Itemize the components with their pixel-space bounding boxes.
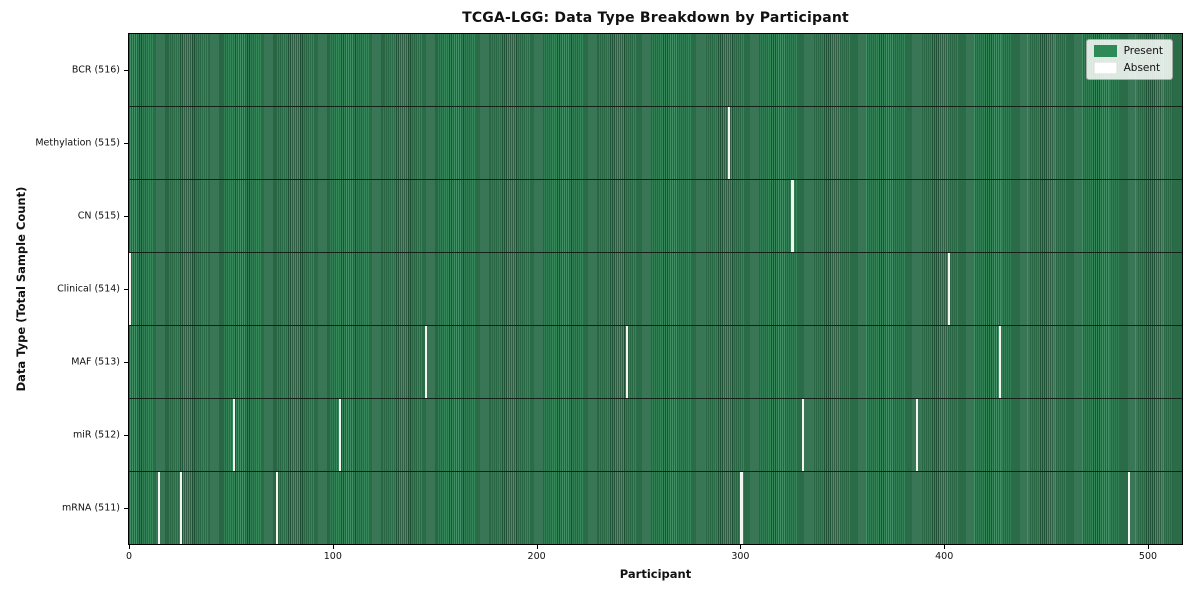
absent-marker [740, 472, 743, 544]
x-tick-mark [740, 545, 742, 549]
heatmap-rows [129, 34, 1182, 544]
y-tick-label-cn: CN (515) [77, 210, 120, 222]
heatmap-row-mrna [129, 471, 1182, 544]
y-tick-mark [124, 362, 128, 364]
x-tick-mark [129, 545, 130, 549]
x-tick-mark [536, 545, 538, 549]
y-tick-mark [124, 215, 128, 217]
plot-area: Present Absent [128, 33, 1183, 545]
y-tick-label-mir: miR (512) [72, 429, 120, 441]
legend-item-present: Present [1093, 45, 1163, 57]
heatmap-row-methylation [129, 106, 1182, 179]
chart-title: TCGA-LGG: Data Type Breakdown by Partici… [462, 10, 849, 26]
absent-marker [232, 399, 236, 471]
x-tick-label: 0 [125, 551, 133, 562]
heatmap-row-mir [129, 398, 1182, 471]
x-tick-label: 500 [1138, 551, 1158, 562]
absent-marker [1127, 472, 1130, 544]
y-tick-label-mrna: mRNA (511) [61, 502, 120, 514]
absent-marker [129, 253, 132, 325]
heatmap-row-clinical [129, 252, 1182, 325]
legend-label-absent: Absent [1123, 62, 1161, 74]
absent-marker [179, 472, 183, 544]
absent-marker [999, 326, 1002, 398]
heatmap-row-cn [129, 179, 1182, 252]
absent-marker [424, 326, 427, 398]
legend: Present Absent [1085, 39, 1173, 80]
y-tick-label-methylation: Methylation (515) [35, 137, 120, 149]
x-tick-label: 400 [935, 551, 954, 562]
y-tick-mark [124, 69, 128, 71]
y-tick-label-clinical: Clinical (514) [57, 283, 120, 295]
legend-item-absent: Absent [1093, 62, 1163, 74]
legend-swatch-absent [1093, 62, 1117, 74]
y-tick-label-bcr: BCR (516) [71, 64, 120, 76]
legend-swatch-present [1093, 45, 1117, 57]
y-tick-mark [124, 142, 128, 144]
y-tick-mark [124, 435, 128, 437]
heatmap-row-maf [129, 325, 1182, 398]
y-tick-mark [124, 508, 128, 510]
x-tick-mark [1148, 545, 1149, 549]
absent-marker [791, 180, 794, 252]
absent-marker [915, 399, 918, 471]
absent-marker [275, 472, 278, 544]
absent-marker [626, 326, 629, 398]
absent-marker [728, 107, 731, 179]
x-tick-label: 100 [323, 551, 342, 562]
x-tick-label: 300 [731, 551, 750, 562]
x-tick-mark [944, 545, 946, 549]
x-tick-label: 200 [527, 551, 546, 562]
x-tick-mark [332, 545, 334, 549]
absent-marker [801, 399, 804, 471]
x-axis-label: Participant [619, 567, 692, 581]
absent-marker [338, 399, 342, 471]
y-tick-mark [124, 289, 128, 290]
legend-label-present: Present [1123, 45, 1163, 57]
absent-marker [157, 472, 160, 544]
heatmap-row-bcr [129, 34, 1182, 106]
y-axis: BCR (516) Methylation (515) CN (515) Clinic… [0, 33, 128, 545]
y-tick-label-maf: MAF (513) [71, 356, 120, 368]
absent-marker [948, 253, 951, 325]
